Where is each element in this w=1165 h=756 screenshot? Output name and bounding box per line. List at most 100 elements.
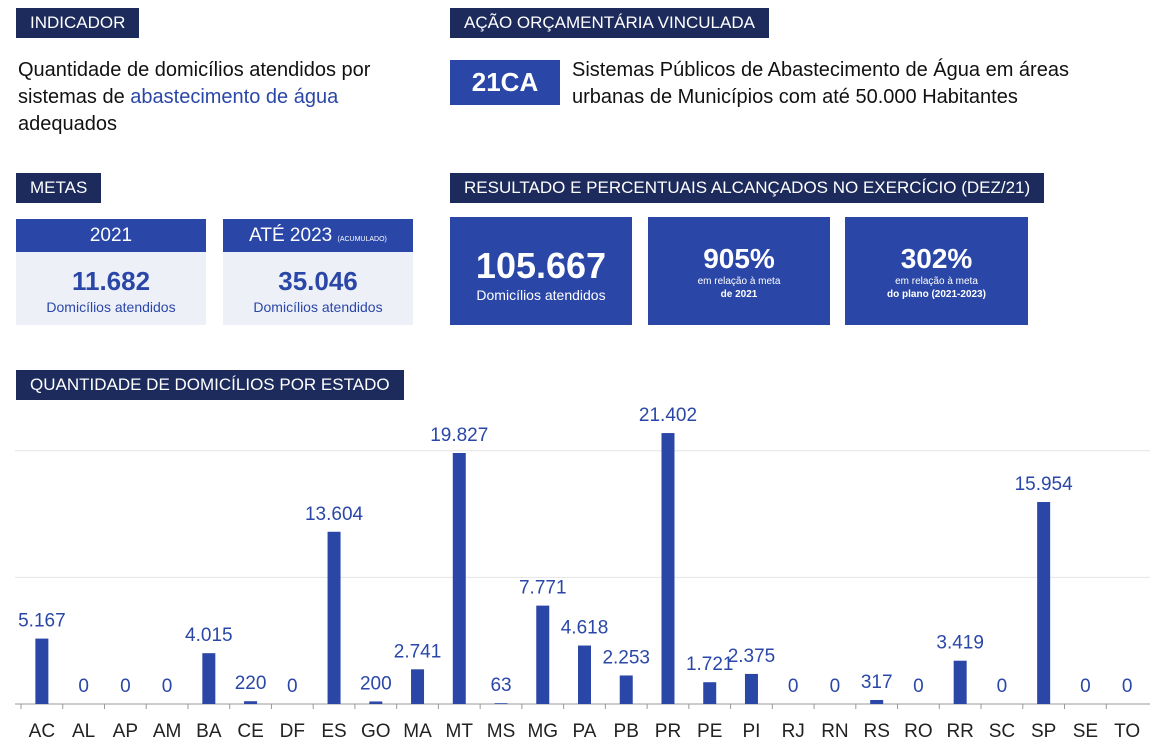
x-tick-label: MG — [527, 721, 558, 742]
section-label: METAS — [16, 173, 102, 203]
section-label: RESULTADO E PERCENTUAIS ALCANÇADOS NO EX… — [450, 173, 1045, 203]
value-label: 0 — [830, 676, 841, 697]
value-label: 0 — [162, 676, 173, 697]
x-tick-label: SP — [1031, 721, 1056, 742]
section-label: INDICADOR — [16, 8, 140, 38]
x-tick-label: PB — [614, 721, 639, 742]
bar — [202, 653, 216, 704]
value-label: 0 — [120, 676, 131, 697]
x-tick-label: SE — [1073, 721, 1098, 742]
bar — [327, 531, 341, 704]
x-tick-label: GO — [361, 721, 391, 742]
x-tick-label: AP — [113, 721, 138, 742]
bar — [661, 433, 675, 704]
value-label: 7.771 — [519, 578, 567, 599]
x-tick-label: MS — [487, 721, 516, 742]
result-card: 302% em relação à meta do plano (2021-20… — [845, 217, 1028, 325]
bar — [1037, 502, 1051, 704]
value-label: 1.721 — [686, 654, 734, 675]
section-label: AÇÃO ORÇAMENTÁRIA VINCULADA — [450, 8, 769, 38]
value-label: 63 — [490, 675, 511, 696]
chart-title: QUANTIDADE DE DOMICÍLIOS POR ESTADO — [16, 370, 404, 400]
goal-value: 35.046 — [278, 266, 358, 296]
value-label: 0 — [997, 676, 1008, 697]
bar — [35, 638, 49, 704]
x-tick-label: MA — [403, 721, 432, 742]
value-label: 2.375 — [728, 646, 776, 667]
result-card: 105.667 Domicílios atendidos — [450, 217, 632, 325]
chart: AC 5.167 AL 0 AP 0 AM 0 BA 4.015 CE 220 DF 0 ES 13.604 G… — [15, 405, 1150, 742]
result-caption: do plano (2021-2023) — [887, 289, 986, 300]
value-label: 2.741 — [394, 641, 442, 662]
goal-header-text: ATÉ 2023 — [249, 225, 333, 246]
indicator-highlight: abastecimento de água — [130, 86, 339, 108]
result-caption: em relação à meta — [697, 276, 781, 287]
x-tick-label: PI — [742, 721, 760, 742]
indicator-text-part: Quantidade de domicílios atendidos por s… — [18, 59, 371, 108]
value-label: 13.604 — [305, 504, 364, 525]
bar — [744, 673, 758, 704]
result-caption: de 2021 — [720, 289, 758, 300]
result-caption: Domicílios atendidos — [476, 287, 606, 303]
goal-card: ATÉ 2023 (ACUMULADO) 35.046 Domicílios a… — [223, 219, 413, 325]
x-tick-label: AL — [72, 721, 95, 742]
bar — [578, 645, 591, 704]
x-tick-label: PA — [573, 721, 597, 742]
bar — [870, 699, 884, 704]
value-label: 0 — [287, 676, 298, 697]
value-label: 21.402 — [639, 405, 697, 426]
bar — [536, 605, 550, 704]
goal-header-note: (ACUMULADO) — [337, 236, 387, 243]
x-tick-label: TO — [1114, 721, 1140, 742]
x-tick-label: CE — [237, 721, 263, 742]
goal-card: 2021 11.682 Domicílios atendidos — [16, 219, 206, 325]
x-tick-label: AC — [29, 721, 55, 742]
result-value: 105.667 — [475, 245, 607, 286]
bar — [494, 703, 508, 704]
bar — [619, 675, 633, 704]
x-tick-label: PE — [697, 721, 722, 742]
bar — [369, 701, 383, 704]
goal-caption: Domicílios atendidos — [46, 299, 176, 315]
value-label: 0 — [788, 676, 799, 697]
action-code: 21CA — [450, 60, 560, 105]
bar — [703, 682, 717, 704]
value-label: 4.618 — [561, 618, 609, 639]
value-label: 0 — [913, 676, 924, 697]
x-tick-label: BA — [196, 721, 222, 742]
value-label: 4.015 — [185, 625, 233, 646]
indicator-text: Quantidade de domicílios atendidos por s… — [18, 57, 428, 138]
x-tick-label: RO — [904, 721, 933, 742]
goal-header: 2021 — [16, 219, 206, 252]
x-tick-label: DF — [280, 721, 305, 742]
value-label: 0 — [1080, 676, 1091, 697]
value-label: 220 — [235, 673, 267, 694]
value-label: 15.954 — [1015, 474, 1074, 495]
result-caption: em relação à meta — [895, 276, 978, 287]
result-value: 302% — [900, 243, 973, 274]
value-label: 0 — [78, 676, 89, 697]
value-label: 0 — [1122, 676, 1133, 697]
x-tick-label: SC — [989, 721, 1015, 742]
bar — [411, 669, 425, 704]
x-tick-label: PR — [655, 721, 681, 742]
goal-caption: Domicílios atendidos — [253, 299, 383, 315]
value-label: 19.827 — [430, 425, 488, 446]
bar — [953, 660, 967, 704]
result-card: 905% em relação à meta de 2021 — [648, 217, 830, 325]
bar — [244, 701, 258, 704]
result-value: 905% — [703, 243, 775, 274]
goal-header: ATÉ 2023 (ACUMULADO) — [223, 219, 413, 252]
x-tick-label: RS — [863, 721, 889, 742]
x-tick-label: RJ — [782, 721, 805, 742]
value-label: 200 — [360, 673, 392, 694]
x-tick-label: AM — [153, 721, 182, 742]
indicator-text-part: adequados — [18, 113, 117, 135]
x-tick-label: RN — [821, 721, 848, 742]
value-label: 5.167 — [18, 611, 66, 632]
bar — [452, 452, 466, 704]
value-label: 3.419 — [936, 633, 984, 654]
value-label: 2.253 — [602, 647, 650, 668]
x-tick-label: RR — [946, 721, 973, 742]
